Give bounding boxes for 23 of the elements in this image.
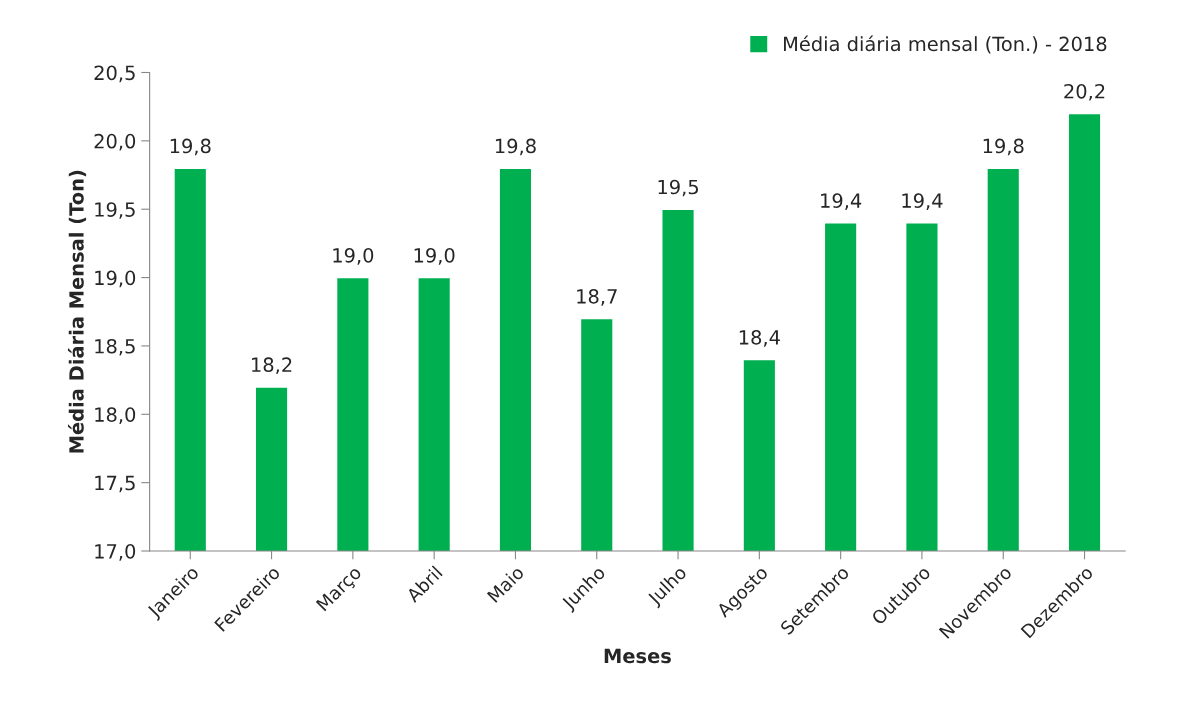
y-tick-label: 20,5 [94, 65, 135, 83]
data-label: 19,0 [414, 247, 455, 265]
data-label: 18,2 [252, 357, 292, 375]
data-label: 19,4 [821, 193, 862, 210]
data-label: 19,5 [658, 179, 698, 197]
y-tick-label: 17,5 [95, 475, 135, 493]
data-label: 19,8 [170, 138, 211, 156]
y-tick-label: 17,0 [95, 543, 136, 561]
data-label: 18,7 [577, 289, 617, 306]
y-tick-label: 18,5 [95, 338, 135, 356]
y-tick-label: 19,0 [95, 270, 136, 288]
data-label: 19,0 [333, 247, 374, 265]
data-label: 19,8 [495, 138, 536, 156]
x-axis-title: Meses [604, 648, 671, 664]
y-axis-title: Média Diária Mensal (Ton) [67, 170, 87, 453]
y-tick-label: 19,5 [95, 202, 135, 219]
legend-label: Média diária mensal (Ton.) - 2018 [783, 35, 1107, 54]
data-label: 19,8 [983, 138, 1024, 156]
data-label: 20,2 [1064, 83, 1105, 101]
y-tick-label: 18,0 [95, 407, 136, 424]
data-label: 18,4 [739, 330, 780, 347]
y-tick-label: 20,0 [94, 133, 136, 151]
data-label: 19,4 [902, 193, 943, 210]
